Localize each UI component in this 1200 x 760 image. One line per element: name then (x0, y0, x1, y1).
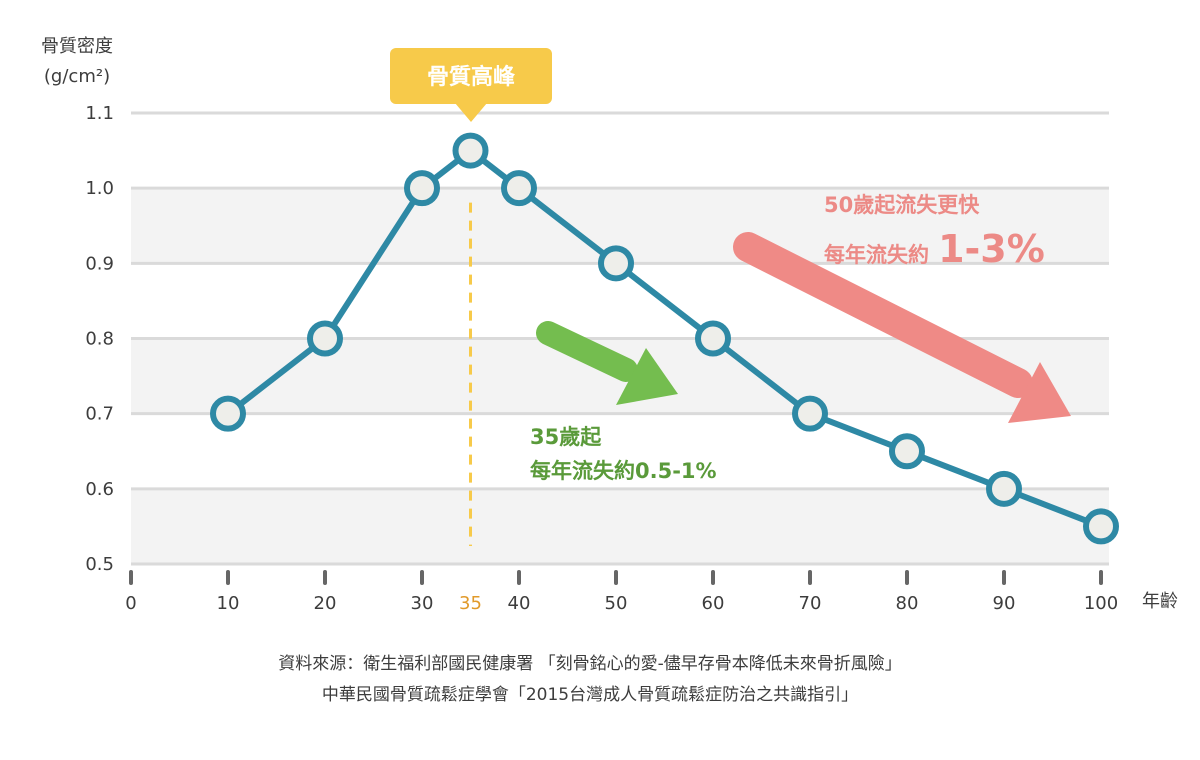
y-axis-title-line1: 骨質密度 (41, 36, 113, 57)
y-tick-label: 0.7 (85, 404, 114, 425)
green-arrow (536, 321, 678, 405)
red-arrow-shaft (733, 232, 1033, 398)
data-point (792, 395, 828, 432)
y-axis: 0.5 0.6 0.7 0.8 0.9 1.0 1.1 (85, 103, 114, 575)
data-point (452, 132, 489, 169)
x-tick-label: 70 (799, 593, 822, 614)
red-annotation-line2: 每年流失約 1-3% (824, 227, 1045, 271)
x-tick-label: 10 (217, 593, 240, 614)
data-point (889, 433, 925, 470)
green-annotation-line2: 每年流失約0.5-1% (530, 459, 717, 483)
data-point (307, 320, 343, 357)
peak-label: 骨質高峰 (427, 64, 516, 90)
red-arrow (733, 232, 1071, 423)
y-tick-label: 0.5 (85, 554, 114, 575)
y-axis-title-line2: (g/cm²) (44, 66, 110, 87)
green-arrow-head (616, 348, 678, 405)
data-point (1083, 508, 1119, 545)
red-annotation-line1: 50歲起流失更快 (824, 193, 980, 217)
data-point (598, 245, 634, 282)
band (131, 488, 1109, 564)
x-tick-label: 100 (1084, 593, 1118, 614)
y-tick-label: 0.9 (85, 253, 114, 274)
source-line-1: 資料來源：衛生福利部國民健康署 「刻骨銘心的愛-儘早存骨本降低未來骨折風險」 (278, 654, 902, 674)
red-annotation-value: 1-3% (938, 227, 1045, 271)
x-tick-label: 80 (896, 593, 919, 614)
peak-callout: 骨質高峰 (390, 48, 552, 122)
x-tick-label: 35 (459, 593, 482, 614)
y-tick-label: 1.0 (85, 178, 114, 199)
y-tick-label: 0.8 (85, 329, 114, 350)
data-point (501, 170, 537, 207)
green-annotation-line1: 35歲起 (530, 425, 602, 449)
x-tick-label: 20 (314, 593, 337, 614)
y-tick-label: 0.6 (85, 479, 114, 500)
x-axis: 0 10 20 30 35 40 50 60 70 80 90 100 (125, 570, 1118, 614)
y-tick-label: 1.1 (85, 103, 114, 124)
x-tick-label: 30 (411, 593, 434, 614)
red-annotation-prefix: 每年流失約 (824, 243, 929, 267)
data-point (986, 470, 1022, 507)
green-arrow-shaft (536, 321, 638, 382)
x-tick-label: 0 (125, 593, 136, 614)
data-point (210, 395, 246, 432)
source-line-2: 中華民國骨質疏鬆症學會「2015台灣成人骨質疏鬆症防治之共識指引」 (322, 684, 858, 705)
data-point (695, 320, 731, 357)
data-points (210, 132, 1119, 545)
red-arrow-head (1008, 362, 1071, 423)
x-axis-title: 年齡 (1142, 591, 1178, 612)
data-point (404, 170, 440, 207)
x-tick-label: 40 (508, 593, 531, 614)
peak-label-pointer (455, 103, 487, 122)
peak-label-box (390, 48, 552, 104)
x-tick-label: 90 (993, 593, 1016, 614)
x-tick-label: 60 (702, 593, 725, 614)
x-tick-label: 50 (605, 593, 628, 614)
